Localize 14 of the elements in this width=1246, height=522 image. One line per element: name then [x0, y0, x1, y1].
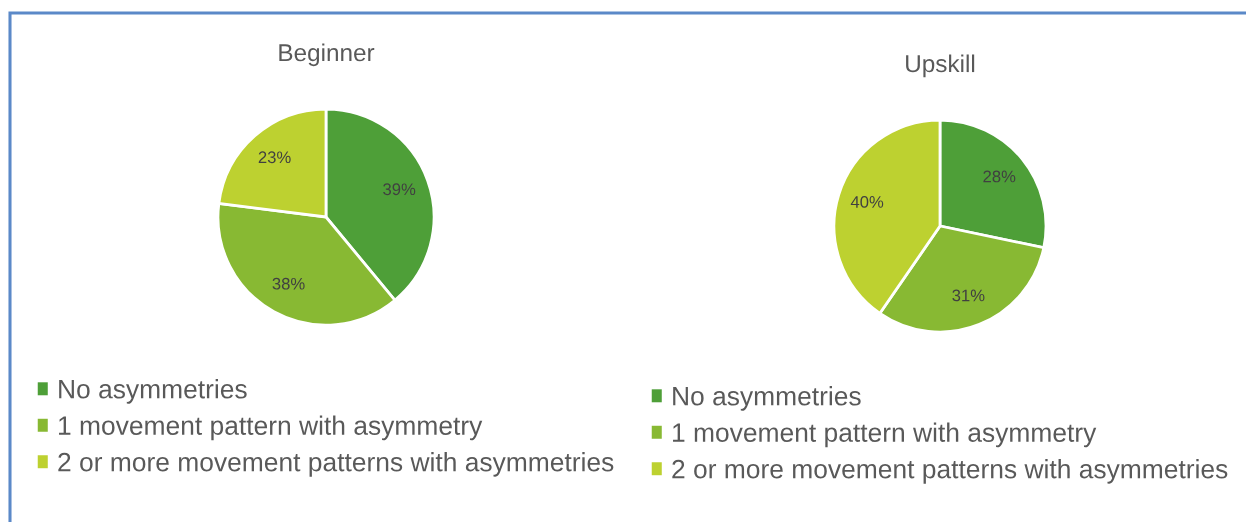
legend-label: 2 or more movement patterns with asymmetries — [672, 459, 1228, 484]
chart-title: Beginner — [279, 43, 375, 67]
chart-title: Upskill — [906, 54, 975, 78]
data-label: 38% — [272, 277, 305, 290]
data-label: 28% — [983, 170, 1016, 183]
data-label: 31% — [952, 289, 985, 302]
legend-label: 1 movement pattern with asymmetry — [673, 422, 1097, 448]
data-label: 23% — [258, 151, 291, 164]
legend-label: No asymmetries — [673, 386, 861, 411]
data-label: 39% — [383, 183, 416, 196]
legend-label: No asymmetries — [59, 379, 247, 404]
data-label: 40% — [850, 196, 884, 208]
legend-label: 2 or more movement patterns with asymmetries — [58, 452, 614, 477]
legend-label: 1 movement pattern with asymmetry — [59, 415, 483, 441]
